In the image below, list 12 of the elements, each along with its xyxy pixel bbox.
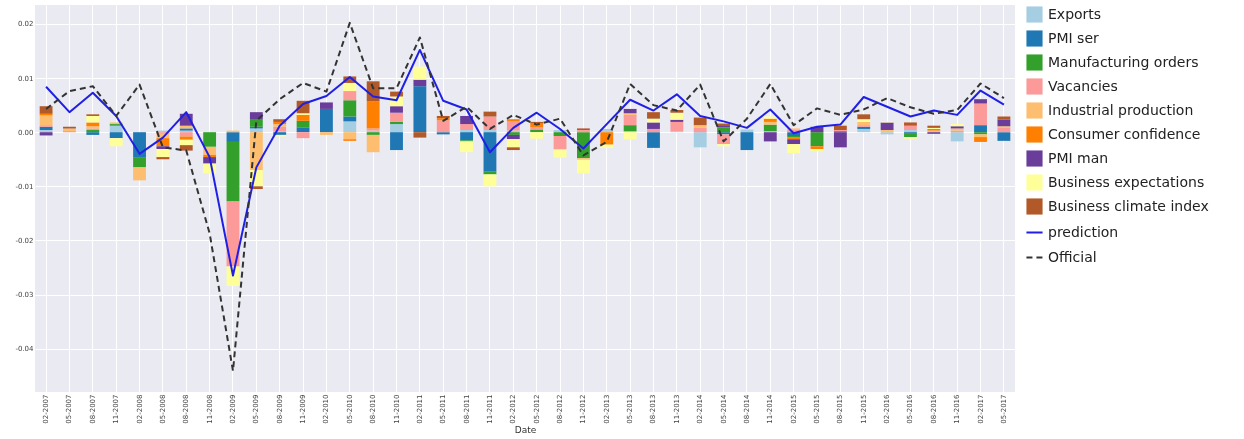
x-axis-title: Date bbox=[514, 424, 537, 435]
legend-label: Manufacturing orders bbox=[1048, 53, 1199, 70]
legend-label: Consumer confidence bbox=[1048, 125, 1201, 142]
legend-label: Official bbox=[1048, 248, 1097, 265]
legend-label: Business expectations bbox=[1048, 173, 1205, 190]
legend-label: Business climate index bbox=[1048, 197, 1209, 214]
legend-label: Vacancies bbox=[1048, 77, 1118, 94]
legend-label: PMI ser bbox=[1048, 29, 1100, 46]
legend-label: PMI man bbox=[1048, 149, 1109, 166]
legend-label: prediction bbox=[1048, 223, 1119, 240]
legend-label: Industrial production bbox=[1048, 101, 1194, 118]
legend-label: Exports bbox=[1048, 5, 1102, 22]
